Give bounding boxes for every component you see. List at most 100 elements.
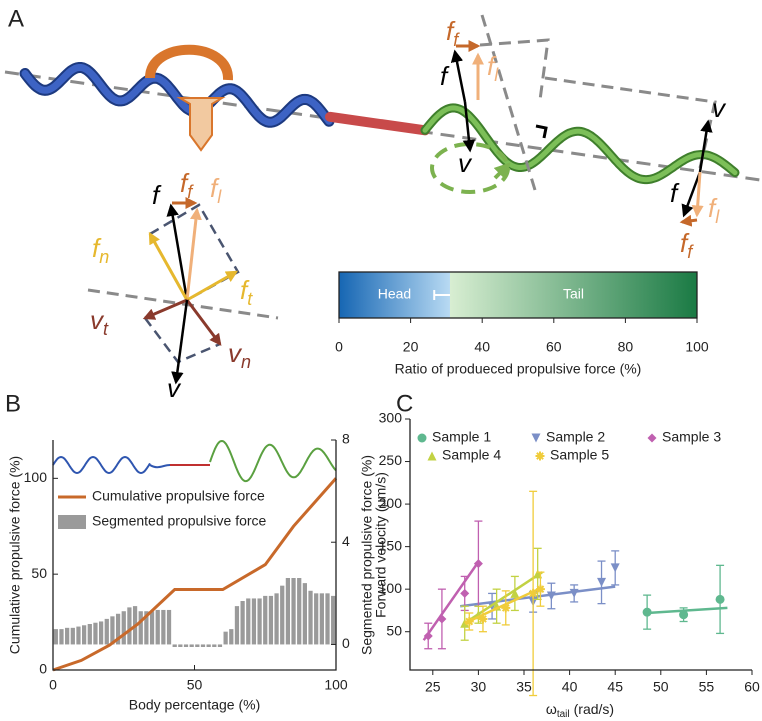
bar bbox=[178, 644, 183, 647]
bar bbox=[280, 585, 285, 645]
x-axis-symbol: ω bbox=[546, 701, 557, 717]
bar bbox=[297, 578, 302, 645]
arrow bbox=[186, 270, 239, 302]
y-tick-label: 50 bbox=[386, 622, 402, 638]
vector-label: fl bbox=[487, 51, 499, 85]
vector-label: v bbox=[712, 93, 727, 123]
bar bbox=[82, 625, 87, 645]
bar bbox=[98, 621, 104, 645]
vector-label: ft bbox=[240, 275, 253, 309]
vector-subscript: n bbox=[99, 247, 109, 267]
force-arrows bbox=[450, 40, 713, 227]
bar bbox=[155, 609, 160, 645]
bar bbox=[121, 611, 126, 645]
legend-label: Cumulative propulsive force bbox=[92, 488, 265, 504]
y-tick-label: 250 bbox=[379, 452, 403, 468]
legend-label: Sample 2 bbox=[546, 429, 605, 445]
panel-label: B bbox=[5, 390, 21, 417]
vector-symbol: f bbox=[152, 180, 162, 210]
vector-subscript: f bbox=[687, 242, 694, 262]
bar bbox=[302, 583, 307, 645]
x-tick-label: 20 bbox=[403, 339, 419, 355]
legend-swatch bbox=[58, 515, 86, 529]
legend-label: Sample 4 bbox=[442, 447, 501, 463]
point bbox=[423, 631, 433, 641]
tail-rotation bbox=[430, 142, 511, 194]
vector-label: f bbox=[670, 178, 680, 208]
vector-label: v bbox=[458, 148, 473, 178]
bar bbox=[268, 595, 274, 645]
colorbar-segment bbox=[449, 272, 697, 318]
point bbox=[597, 577, 607, 587]
rotation-arrow bbox=[145, 44, 234, 152]
worm-tail bbox=[422, 105, 738, 183]
bar bbox=[257, 598, 262, 645]
bar bbox=[314, 593, 319, 645]
vector-subscript: t bbox=[247, 289, 253, 309]
vector-label: ff bbox=[680, 228, 694, 262]
bar bbox=[263, 595, 268, 645]
vector-label: v bbox=[167, 373, 182, 403]
x-tick-label: 100 bbox=[324, 677, 348, 693]
x-axis-label: Body percentage (%) bbox=[129, 697, 261, 713]
x-axis-label: ωtail (rad/s) bbox=[546, 701, 614, 720]
bar bbox=[325, 593, 330, 645]
vector-symbol: v bbox=[167, 373, 182, 403]
vector-symbol: f bbox=[440, 61, 450, 91]
bar bbox=[87, 624, 92, 645]
x-axis-label: Ratio of produeced propulsive force (%) bbox=[395, 361, 642, 377]
x-axis-subscript: tail bbox=[557, 709, 570, 720]
y2-axis-label: Segmented propulsive force (%) bbox=[359, 455, 375, 655]
legend-marker bbox=[531, 433, 541, 443]
arrow bbox=[171, 299, 189, 385]
bar bbox=[70, 627, 75, 645]
segment-label: Head bbox=[378, 286, 411, 302]
bar bbox=[200, 644, 206, 647]
bar bbox=[144, 611, 149, 645]
vector-symbol: f bbox=[240, 275, 250, 305]
vector-label: fl bbox=[210, 173, 222, 207]
vector-symbol: f bbox=[680, 228, 690, 258]
arrow bbox=[166, 203, 189, 301]
colorbar-segment bbox=[339, 272, 450, 318]
bar bbox=[308, 590, 313, 645]
bar bbox=[223, 631, 228, 645]
x-tick-label: 40 bbox=[562, 679, 578, 695]
point bbox=[546, 591, 556, 601]
arrow bbox=[185, 207, 202, 301]
legend-marker bbox=[535, 451, 545, 461]
x-tick-label: 60 bbox=[546, 339, 562, 355]
x-tick-label: 35 bbox=[516, 679, 532, 695]
x-axis-unit: (rad/s) bbox=[574, 701, 614, 717]
point bbox=[478, 614, 488, 624]
y-tick-label: 300 bbox=[379, 410, 403, 426]
worm-connector bbox=[149, 464, 171, 469]
x-tick-label: 45 bbox=[607, 679, 623, 695]
vector-symbol: v bbox=[90, 305, 105, 335]
point bbox=[501, 603, 511, 613]
bar bbox=[319, 593, 324, 645]
vector-label: vn bbox=[228, 338, 251, 372]
legend-label: Sample 1 bbox=[432, 429, 491, 445]
point bbox=[473, 559, 483, 569]
x-tick-label: 30 bbox=[471, 679, 487, 695]
bar bbox=[195, 644, 200, 647]
x-tick-label: 40 bbox=[474, 339, 490, 355]
arrow bbox=[462, 101, 476, 153]
point bbox=[437, 614, 447, 624]
vector-symbol: v bbox=[712, 93, 727, 123]
colorbar-frame bbox=[338, 271, 698, 319]
bar bbox=[138, 611, 143, 645]
bar bbox=[251, 598, 257, 645]
bar bbox=[291, 578, 296, 645]
x-tick-label: 60 bbox=[744, 679, 760, 695]
vector-symbol: f bbox=[92, 233, 102, 263]
bar bbox=[206, 644, 211, 647]
worm-head bbox=[21, 64, 333, 126]
x-tick-label: 80 bbox=[618, 339, 634, 355]
vector-subscript: f bbox=[187, 182, 194, 202]
y-axis-label: Cumulative propulsive force (%) bbox=[7, 456, 23, 654]
point bbox=[464, 617, 474, 627]
arrow bbox=[148, 231, 189, 301]
